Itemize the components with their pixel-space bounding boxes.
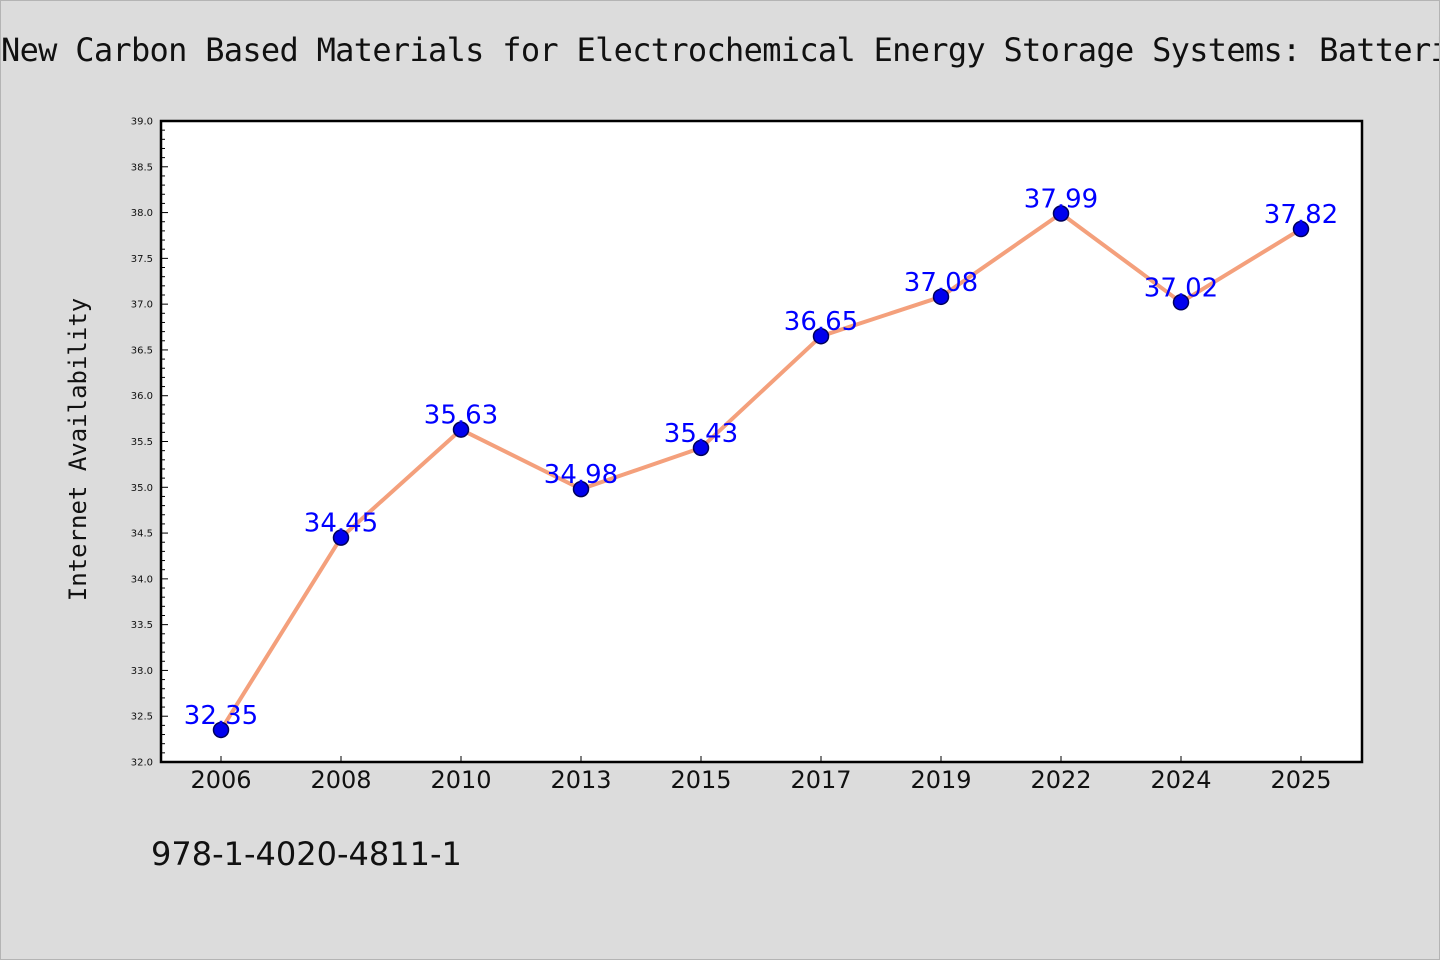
plot-border [159, 119, 1364, 764]
y-tick-label: 38.0 [131, 208, 153, 219]
chart-title: New Carbon Based Materials for Electroch… [1, 31, 1440, 69]
data-point [932, 288, 950, 306]
x-tick-label: 2024 [1150, 766, 1211, 794]
data-point [212, 721, 230, 739]
data-point [1172, 294, 1190, 311]
y-tick-label: 33.0 [131, 666, 153, 677]
y-tick-label: 34.5 [131, 529, 153, 540]
y-tick-label: 32.5 [131, 712, 153, 723]
y-tick-label: 39.0 [131, 117, 153, 128]
y-tick-label: 35.5 [131, 437, 153, 448]
data-label: 35.43 [664, 419, 738, 449]
data-point [1052, 205, 1070, 222]
y-tick-label: 33.5 [131, 620, 153, 631]
x-tick-label: 2025 [1270, 766, 1331, 794]
data-label: 37.02 [1144, 273, 1218, 303]
data-point [452, 421, 470, 438]
y-tick-label: 35.0 [131, 483, 153, 494]
data-point [812, 327, 830, 345]
plot-area [161, 121, 1362, 762]
x-tick-label: 2013 [550, 766, 611, 794]
y-tick-label: 38.5 [131, 162, 153, 173]
y-tick-label: 37.0 [131, 300, 153, 311]
y-tick-label: 36.5 [131, 345, 153, 356]
x-tick-label: 2008 [310, 766, 371, 794]
data-label: 36.65 [784, 307, 858, 337]
y-axis-label: Internet Availability [64, 298, 92, 601]
y-tick-label: 37.5 [131, 254, 153, 265]
y-tick-label: 32.0 [131, 758, 153, 769]
x-tick-label: 2015 [670, 766, 731, 794]
data-label: 37.08 [904, 268, 978, 298]
x-tick-label: 2017 [790, 766, 851, 794]
data-label: 37.99 [1024, 184, 1098, 214]
x-tick-label: 2022 [1030, 766, 1091, 794]
data-label: 34.45 [304, 509, 378, 539]
data-point [332, 529, 350, 546]
data-point [692, 439, 710, 457]
data-label: 35.63 [424, 401, 498, 431]
isbn-text: 978-1-4020-4811-1 [151, 835, 462, 873]
data-label: 37.82 [1264, 200, 1338, 230]
y-tick-label: 34.0 [131, 574, 153, 585]
x-tick-label: 2019 [910, 766, 971, 794]
x-tick-label: 2010 [430, 766, 491, 794]
data-point [1292, 220, 1310, 238]
x-tick-label: 2006 [190, 766, 251, 794]
data-point [572, 480, 590, 498]
y-tick-label: 36.0 [131, 391, 153, 402]
series-line [219, 211, 1303, 732]
data-label: 34.98 [544, 460, 618, 490]
data-label: 32.35 [184, 701, 258, 731]
